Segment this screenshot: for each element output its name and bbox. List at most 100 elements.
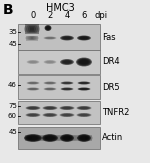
Ellipse shape [79, 36, 89, 40]
Ellipse shape [76, 58, 92, 67]
Ellipse shape [27, 135, 39, 141]
Ellipse shape [78, 59, 90, 65]
Ellipse shape [61, 59, 73, 65]
Ellipse shape [44, 60, 56, 64]
Ellipse shape [45, 107, 54, 109]
Ellipse shape [62, 82, 72, 84]
Ellipse shape [26, 135, 40, 141]
Ellipse shape [44, 37, 57, 39]
Bar [18, 127, 100, 149]
Text: B: B [3, 3, 14, 17]
Ellipse shape [45, 82, 55, 84]
Ellipse shape [76, 113, 92, 117]
Ellipse shape [27, 106, 39, 110]
Ellipse shape [63, 37, 70, 39]
Ellipse shape [78, 82, 90, 84]
Ellipse shape [78, 106, 90, 110]
Ellipse shape [62, 107, 72, 109]
Ellipse shape [43, 134, 57, 141]
Ellipse shape [28, 114, 38, 116]
Ellipse shape [76, 106, 92, 110]
Ellipse shape [78, 134, 90, 141]
Ellipse shape [42, 134, 58, 142]
Ellipse shape [44, 37, 56, 39]
Ellipse shape [26, 106, 40, 110]
Ellipse shape [63, 114, 72, 116]
Text: 2: 2 [47, 11, 53, 20]
Ellipse shape [62, 60, 72, 64]
Bar [25, 24, 39, 34]
Ellipse shape [60, 106, 74, 110]
Ellipse shape [77, 106, 91, 110]
Ellipse shape [54, 136, 63, 140]
Ellipse shape [44, 106, 56, 110]
Ellipse shape [24, 134, 42, 142]
Text: 45: 45 [8, 129, 17, 135]
Ellipse shape [78, 36, 90, 40]
Ellipse shape [44, 82, 56, 84]
Ellipse shape [29, 88, 37, 90]
Ellipse shape [29, 82, 37, 84]
Ellipse shape [60, 36, 74, 40]
Ellipse shape [81, 88, 87, 90]
Ellipse shape [25, 134, 41, 141]
Ellipse shape [30, 25, 38, 33]
Ellipse shape [60, 113, 75, 117]
Ellipse shape [28, 107, 38, 109]
Ellipse shape [44, 82, 57, 84]
Bar [18, 101, 100, 124]
Text: 0: 0 [30, 11, 36, 20]
Ellipse shape [44, 135, 56, 141]
Ellipse shape [61, 135, 73, 141]
Ellipse shape [26, 113, 40, 117]
Ellipse shape [28, 82, 38, 84]
Ellipse shape [27, 36, 34, 40]
Text: 45: 45 [8, 41, 17, 47]
Text: 6: 6 [81, 11, 87, 20]
Ellipse shape [79, 114, 89, 116]
Ellipse shape [62, 88, 72, 90]
Ellipse shape [46, 27, 50, 29]
Ellipse shape [81, 37, 87, 39]
Ellipse shape [62, 36, 72, 40]
Ellipse shape [63, 61, 70, 63]
Ellipse shape [79, 82, 89, 84]
Ellipse shape [30, 36, 38, 40]
Ellipse shape [80, 37, 88, 39]
Text: HMC3: HMC3 [46, 3, 74, 13]
Ellipse shape [28, 36, 36, 40]
Ellipse shape [26, 25, 34, 33]
Ellipse shape [78, 113, 90, 117]
Ellipse shape [27, 88, 39, 90]
Ellipse shape [81, 136, 87, 140]
Ellipse shape [28, 88, 38, 90]
Ellipse shape [46, 88, 54, 90]
Ellipse shape [32, 25, 40, 33]
Ellipse shape [62, 88, 72, 90]
Ellipse shape [25, 36, 33, 40]
Ellipse shape [62, 114, 72, 116]
Ellipse shape [45, 88, 55, 90]
Text: DR4: DR4 [102, 58, 120, 67]
Ellipse shape [27, 113, 39, 117]
Ellipse shape [28, 136, 38, 140]
Text: Actin: Actin [102, 133, 123, 142]
Ellipse shape [60, 134, 74, 142]
Text: 35: 35 [8, 29, 17, 35]
Ellipse shape [77, 113, 91, 117]
Ellipse shape [60, 82, 74, 84]
Text: 4: 4 [64, 11, 70, 20]
Ellipse shape [62, 82, 72, 84]
Ellipse shape [62, 135, 72, 141]
Ellipse shape [45, 37, 55, 39]
Ellipse shape [26, 113, 40, 117]
Ellipse shape [78, 36, 90, 40]
Ellipse shape [24, 136, 32, 140]
Ellipse shape [60, 88, 74, 90]
Ellipse shape [80, 114, 88, 116]
Ellipse shape [63, 136, 71, 140]
Ellipse shape [46, 82, 54, 84]
Text: DR5: DR5 [102, 82, 120, 91]
Ellipse shape [63, 107, 72, 109]
Ellipse shape [42, 106, 57, 110]
